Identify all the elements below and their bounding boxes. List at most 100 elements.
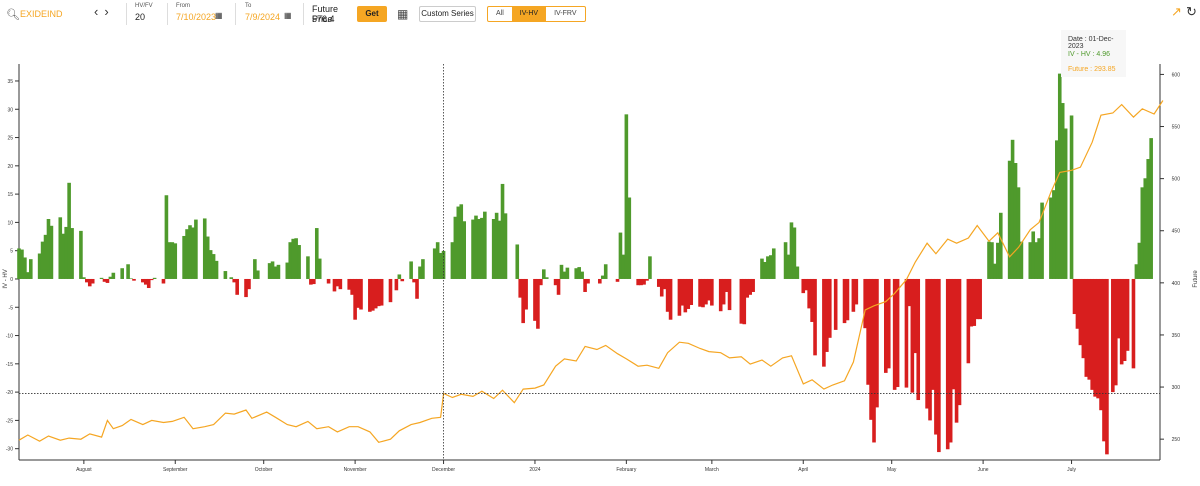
- iv-hv-bar: [1116, 278, 1121, 339]
- iv-hv-bar: [689, 278, 694, 305]
- y-tick-label: -10: [6, 334, 13, 340]
- iv-hv-bar: [167, 242, 172, 279]
- iv-hv-bar: [438, 252, 443, 279]
- iv-hv-bar: [1084, 278, 1089, 377]
- iv-hv-bar: [574, 268, 579, 279]
- iv-hv-bar: [618, 232, 623, 279]
- iv-hv-bar: [957, 278, 962, 406]
- chevron-right-icon[interactable]: ›: [104, 4, 115, 19]
- iv-hv-bar: [456, 206, 461, 279]
- iv-hv-bar: [173, 243, 178, 279]
- iv-hv-bar: [677, 278, 682, 316]
- iv-hv-bar: [990, 242, 994, 279]
- iv-hv-bar: [129, 278, 133, 280]
- iv-hv-bar: [1057, 73, 1062, 279]
- iv-hv-bar: [359, 278, 363, 310]
- iv-hv-bar: [810, 278, 814, 322]
- iv-hv-bar: [1040, 202, 1044, 279]
- iv-hv-bar: [727, 278, 732, 311]
- iv-hv-bar: [1063, 128, 1068, 279]
- iv-hv-bar: [477, 219, 481, 279]
- iv-hv-bar: [82, 277, 86, 279]
- x-tick-label: July: [1067, 467, 1076, 473]
- tooltip-future: Future : 293.85: [1068, 66, 1116, 73]
- iv-hv-bar: [1072, 278, 1077, 315]
- iv-hv-bar: [769, 255, 773, 279]
- iv-hv-bar: [412, 278, 416, 283]
- segment-iv-hv[interactable]: IV-HV: [511, 7, 547, 21]
- iv-hv-bar: [1081, 278, 1086, 359]
- x-tick-label: September: [163, 467, 188, 473]
- iv-hv-bar: [624, 114, 629, 279]
- chart-tooltip: Date : 01-Dec-2023 IV - HV : 4.96 Future…: [1061, 30, 1126, 77]
- iv-hv-bar: [491, 219, 496, 279]
- from-date-field[interactable]: From 7/10/2023: [176, 3, 226, 27]
- iv-hv-bar: [202, 218, 207, 279]
- iv-hv-bar: [90, 278, 95, 284]
- iv-hv-bar: [314, 228, 319, 279]
- x-tick-label: March: [705, 467, 719, 473]
- iv-hv-bar: [332, 278, 337, 292]
- iv-hv-bar: [748, 278, 752, 295]
- iv-hv-bar: [783, 242, 788, 279]
- iv-hv-bar: [659, 278, 664, 297]
- iv-hv-bar: [26, 272, 30, 279]
- iv-hv-bar: [338, 278, 343, 290]
- iv-hv-bar: [1134, 264, 1139, 279]
- iv-hv-bar: [771, 248, 776, 279]
- iv-hv-bar: [763, 262, 767, 279]
- custom-series-button[interactable]: Custom Series: [419, 6, 476, 22]
- iv-hv-bar: [544, 277, 549, 279]
- iv-hv-bar: [556, 278, 561, 295]
- to-date-field[interactable]: To 7/9/2024: [245, 3, 290, 27]
- iv-hv-bar: [335, 278, 340, 287]
- iv-hv-bar: [194, 219, 198, 279]
- iv-hv-bar: [432, 248, 437, 279]
- to-date-input[interactable]: 7/9/2024: [245, 12, 281, 22]
- iv-hv-bar: [907, 278, 912, 307]
- chevron-left-icon[interactable]: ‹: [94, 4, 105, 19]
- iv-hv-bar: [869, 278, 873, 420]
- iv-hv-bar: [185, 229, 189, 279]
- segment-all[interactable]: All: [496, 10, 504, 17]
- table-grid-icon[interactable]: ▦: [397, 7, 409, 21]
- y-tick-label: -5: [9, 305, 14, 311]
- iv-hv-bar: [20, 249, 24, 279]
- hvfv-input[interactable]: 20: [135, 12, 146, 22]
- iv-hv-bar: [58, 217, 63, 279]
- y-tick-label: -25: [6, 418, 13, 424]
- iv-hv-bar: [1037, 238, 1041, 279]
- iv-hv-bar: [1078, 278, 1083, 346]
- iv-hv-bar: [586, 278, 590, 284]
- symbol-search[interactable]: 🔍︎ EXIDEIND: [4, 6, 84, 24]
- iv-hv-bar: [208, 250, 213, 279]
- iv-hv-bar: [766, 256, 770, 279]
- line-chart-icon[interactable]: ↗: [1171, 4, 1182, 19]
- get-button[interactable]: Get: [357, 6, 387, 22]
- iv-hv-bar: [1060, 103, 1065, 279]
- iv-hv-bar: [64, 226, 68, 279]
- iv-hv-bar: [28, 259, 33, 279]
- iv-hv-bar: [627, 197, 632, 279]
- iv-hv-bar: [471, 219, 475, 279]
- iv-hv-bar: [916, 278, 921, 401]
- iv-hv-bar: [987, 241, 991, 279]
- y-tick-label: 15: [7, 192, 13, 198]
- refresh-icon[interactable]: ↻: [1186, 4, 1197, 19]
- iv-hv-bar: [792, 227, 797, 279]
- future-line: [18, 100, 1164, 443]
- iv-hv-bar: [751, 278, 755, 292]
- segment-iv-frv[interactable]: IV-FRV: [554, 10, 577, 17]
- iv-hv-bar: [580, 271, 584, 279]
- y-tick-label: -20: [6, 390, 13, 396]
- symbol-search-value[interactable]: EXIDEIND: [20, 9, 63, 19]
- iv-hv-bar: [972, 278, 977, 326]
- calendar-icon[interactable]: ▦: [215, 11, 223, 20]
- iv-hv-bar: [854, 278, 859, 305]
- iv-hv-bar: [813, 278, 817, 356]
- calendar-icon[interactable]: ▦: [284, 11, 292, 20]
- from-date-input[interactable]: 7/10/2023: [176, 12, 217, 22]
- iv-hv-bar: [132, 278, 136, 281]
- iv-hv-bar: [288, 242, 293, 279]
- divider: [235, 3, 236, 25]
